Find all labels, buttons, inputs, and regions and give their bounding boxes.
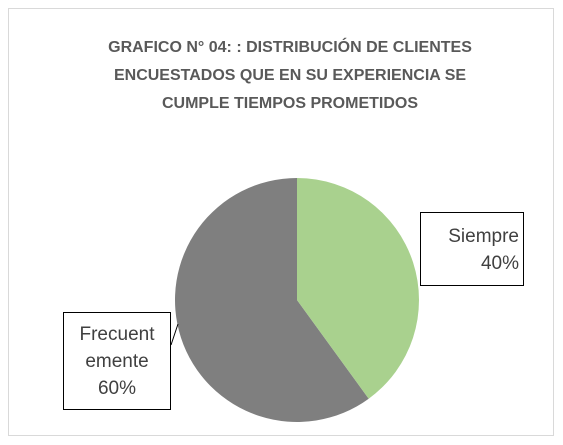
pie-slice: [297, 178, 419, 399]
pie-slice: [174, 178, 369, 422]
label-value: 40%: [480, 253, 519, 274]
leader-line: [170, 323, 179, 346]
data-label: Frecuentemente 60%: [63, 312, 171, 410]
data-label: Siempre 40%: [420, 212, 524, 286]
chart-border: [8, 8, 554, 436]
label-value: 60%: [97, 378, 137, 399]
chart-title: GRAFICO N° 04: : DISTRIBUCIÓN DE CLIENTE…: [108, 39, 472, 112]
label-category: Frecuentemente: [79, 324, 155, 372]
label-category: Siempre: [448, 226, 519, 247]
